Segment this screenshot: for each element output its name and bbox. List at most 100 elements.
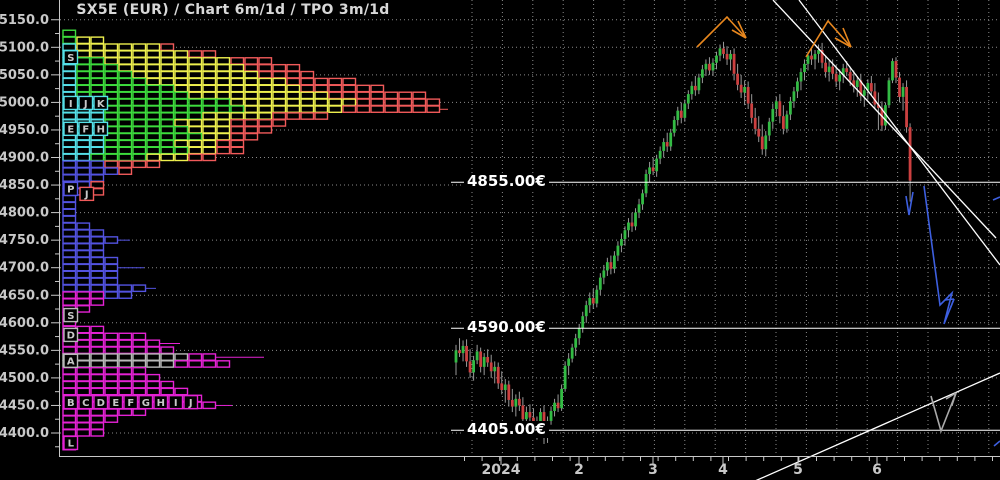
tpo-cell	[174, 77, 189, 86]
candle-up	[701, 69, 704, 78]
tpo-cell	[90, 373, 105, 382]
tpo-cell	[146, 373, 161, 382]
tpo-cell	[160, 387, 175, 396]
tpo-cell	[174, 387, 189, 396]
tpo-cell	[188, 63, 203, 72]
tpo-cell	[314, 77, 329, 86]
tpo-cell	[118, 332, 133, 341]
tpo-cell	[90, 360, 105, 368]
candle-up	[683, 103, 687, 118]
tpo-cell	[90, 387, 105, 396]
tpo-cell	[62, 277, 77, 286]
tpo-cell	[118, 380, 133, 389]
tpo-cell	[76, 270, 91, 279]
tpo-cell	[258, 119, 273, 127]
tpo-cell	[118, 139, 133, 148]
svg-text:4750.0: 4750.0	[0, 233, 49, 248]
tpo-cell	[146, 119, 161, 127]
tpo-cell	[188, 57, 203, 65]
tpo-cell	[314, 98, 329, 107]
tpo-cell	[174, 153, 189, 162]
tpo-cell	[76, 249, 91, 258]
candle-up	[637, 204, 641, 213]
bounce-arrow-up	[930, 392, 957, 434]
tpo-cell	[62, 63, 77, 72]
tpo-cell	[202, 353, 217, 361]
tpo-cell	[132, 70, 147, 79]
peak-arrow-april	[737, 20, 747, 39]
tpo-cell	[76, 167, 91, 175]
tpo-cell	[160, 43, 175, 52]
tpo-cell	[398, 91, 413, 100]
tpo-letter-box	[78, 394, 94, 410]
tpo-cell	[244, 105, 259, 113]
tpo-cell	[272, 119, 287, 127]
tpo-cell	[160, 91, 175, 100]
tpo-cell	[370, 98, 385, 107]
tpo-cell	[202, 132, 217, 141]
tpo-cell	[104, 57, 119, 65]
tpo-cell	[104, 263, 119, 272]
candle-up	[855, 80, 859, 87]
tpo-cell	[76, 339, 91, 348]
tpo-cell	[244, 125, 259, 134]
tpo-cell	[412, 91, 427, 100]
tpo-cell	[230, 105, 245, 113]
tpo-cell	[146, 360, 161, 368]
tpo-cell	[118, 125, 133, 134]
candle-up	[539, 412, 542, 422]
tpo-cell	[286, 63, 301, 72]
tpo-cell	[216, 84, 231, 93]
tpo-cell	[76, 174, 91, 182]
tpo-cell	[146, 63, 161, 72]
tpo-cell	[370, 91, 385, 100]
candle-up	[613, 255, 616, 269]
candle-down	[486, 356, 490, 363]
tpo-cell	[174, 105, 189, 113]
tpo-cell	[104, 139, 119, 148]
tpo-cell	[62, 270, 77, 279]
tpo-cell	[62, 415, 77, 423]
tpo-cell	[62, 112, 77, 120]
tpo-cell	[160, 57, 175, 65]
tpo-cell	[202, 119, 217, 127]
tpo-cell	[356, 105, 371, 113]
tpo-cell	[76, 387, 91, 396]
tpo-cell	[90, 298, 105, 306]
candle-down	[778, 101, 782, 117]
tpo-cell	[132, 132, 147, 141]
candle-down	[510, 399, 514, 407]
projection-arrow-down	[992, 196, 1000, 201]
candle-up	[577, 328, 581, 339]
tpo-cell	[160, 146, 175, 155]
candle-down	[746, 86, 750, 104]
tpo-cell	[258, 98, 273, 107]
tpo-cell	[104, 346, 119, 355]
tpo-cell	[160, 380, 175, 389]
tpo-cell	[90, 57, 105, 65]
candle-up	[605, 262, 609, 271]
tpo-cell	[216, 105, 231, 113]
tpo-cell	[118, 408, 133, 417]
candle-up	[620, 239, 623, 246]
tpo-cell	[90, 346, 105, 355]
tpo-cell	[118, 63, 133, 72]
candle-up	[672, 120, 676, 133]
candle-down	[609, 262, 613, 269]
tpo-cell	[244, 112, 259, 120]
candle-up	[514, 398, 518, 407]
tpo-cell	[300, 70, 315, 79]
tpo-cell	[76, 429, 91, 437]
candle-down	[757, 128, 761, 137]
tpo-cell	[76, 243, 91, 251]
tpo-cell	[62, 346, 77, 355]
tpo-cell	[412, 98, 427, 107]
tpo-cell	[216, 125, 231, 134]
tpo-cell	[118, 43, 133, 52]
tpo-cell	[216, 132, 231, 141]
tpo-cell	[300, 112, 315, 120]
candle-up	[567, 358, 571, 366]
tpo-cell	[286, 77, 301, 86]
tpo-letter-box	[63, 435, 79, 451]
tpo-cell	[76, 63, 91, 72]
